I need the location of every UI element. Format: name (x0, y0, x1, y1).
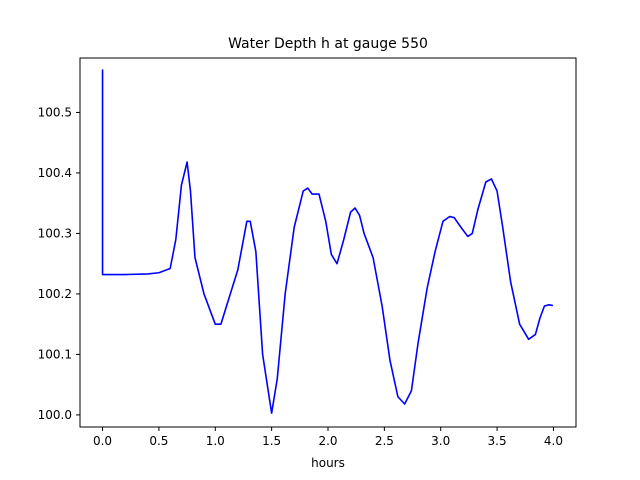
x-tick-label: 2.0 (318, 434, 337, 448)
series-layer (101, 69, 554, 414)
x-tick-label: 4.0 (544, 434, 563, 448)
x-tick-label: 1.0 (206, 434, 225, 448)
x-tick-label: 0.0 (93, 434, 112, 448)
y-tick-label: 100.1 (38, 347, 72, 361)
y-tick-label: 100.0 (38, 408, 72, 422)
y-tick-label: 100.4 (38, 166, 72, 180)
x-tick-label: 1.5 (262, 434, 281, 448)
series-line-0 (101, 69, 554, 414)
y-axis: 100.0 100.1 100.2 100.3 100.4 100.5 (38, 105, 80, 422)
chart-title: Water Depth h at gauge 550 (228, 36, 428, 52)
y-tick-label: 100.2 (38, 287, 72, 301)
x-tick-label: 3.5 (488, 434, 507, 448)
x-axis: 0.0 0.5 1.0 1.5 2.0 2.5 3.0 3.5 4.0 (93, 427, 563, 448)
x-tick-label: 2.5 (375, 434, 394, 448)
x-axis-title: hours (311, 456, 345, 470)
x-tick-label: 3.0 (431, 434, 450, 448)
y-tick-label: 100.3 (38, 226, 72, 240)
y-tick-label: 100.5 (38, 105, 72, 119)
x-tick-label: 0.5 (149, 434, 168, 448)
